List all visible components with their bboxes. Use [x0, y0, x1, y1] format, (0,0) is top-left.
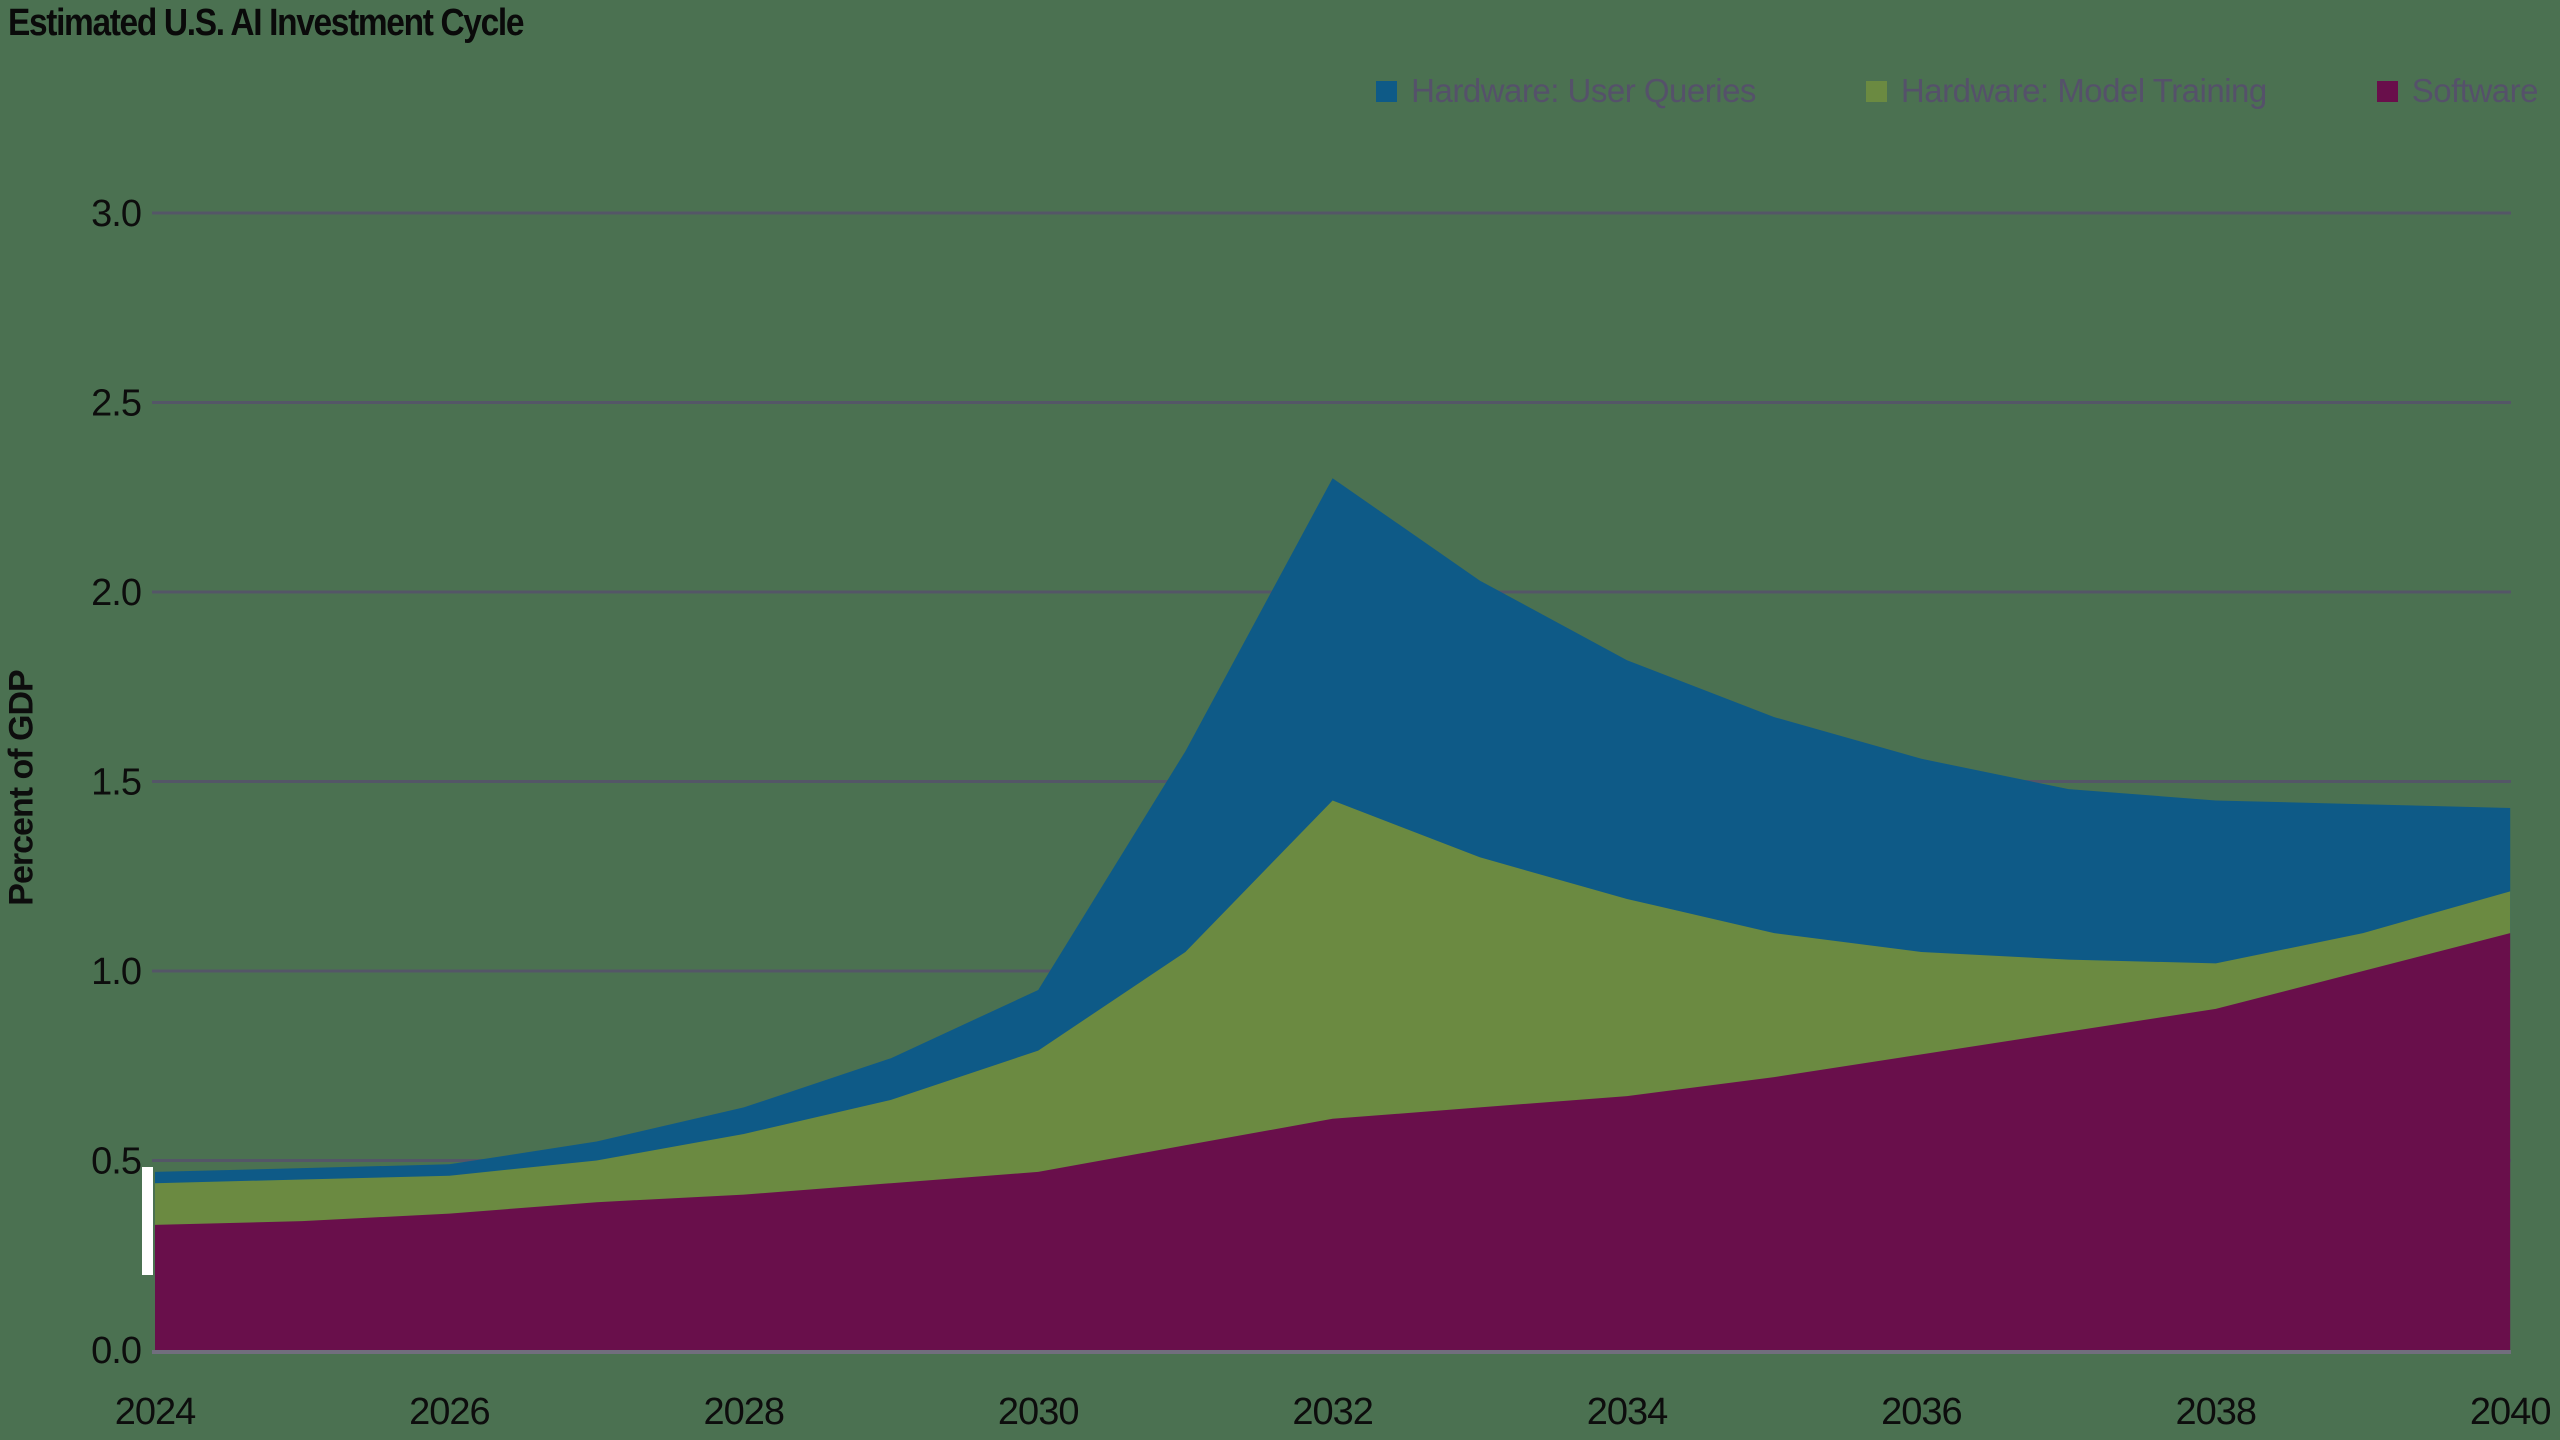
y-tick-label: 0.5: [91, 1141, 141, 1183]
x-tick-label: 2040: [2470, 1391, 2551, 1433]
x-tick-label: 2036: [1881, 1391, 1962, 1433]
y-tick-label: 0.0: [91, 1330, 141, 1372]
legend-swatch-user-queries-icon: [1376, 80, 1398, 102]
legend-label-software: Software: [2411, 72, 2539, 109]
legend-swatch-software-icon: [2376, 80, 2398, 102]
x-tick-label: 2028: [704, 1391, 785, 1433]
legend-label-model-training: Hardware: Model Training: [1900, 72, 2267, 109]
page-title: Estimated U.S. AI Investment Cycle: [8, 2, 524, 44]
legend-item-software: Software: [2376, 72, 2539, 110]
y-tick-label: 1.5: [91, 762, 141, 804]
legend-swatch-model-training-icon: [1865, 80, 1887, 102]
x-tick-label: 2034: [1587, 1391, 1668, 1433]
white-artifact-rect: [142, 1167, 153, 1275]
y-tick-label: 2.0: [91, 572, 141, 614]
x-tick-label: 2030: [998, 1391, 1079, 1433]
y-tick-label: 2.5: [91, 383, 141, 425]
x-tick-label: 2032: [1292, 1391, 1373, 1433]
legend-item-user-queries: Hardware: User Queries: [1376, 72, 1756, 110]
chart-legend: Hardware: User Queries Hardware: Model T…: [1376, 72, 2539, 110]
legend-label-user-queries: Hardware: User Queries: [1411, 72, 1756, 109]
x-tick-label: 2024: [115, 1391, 196, 1433]
y-tick-label: 1.0: [91, 951, 141, 993]
legend-item-model-training: Hardware: Model Training: [1865, 72, 2267, 110]
x-tick-label: 2026: [409, 1391, 490, 1433]
chart-area-software: [155, 933, 2511, 1350]
x-tick-label: 2038: [2176, 1391, 2257, 1433]
y-tick-label: 3.0: [91, 193, 141, 235]
